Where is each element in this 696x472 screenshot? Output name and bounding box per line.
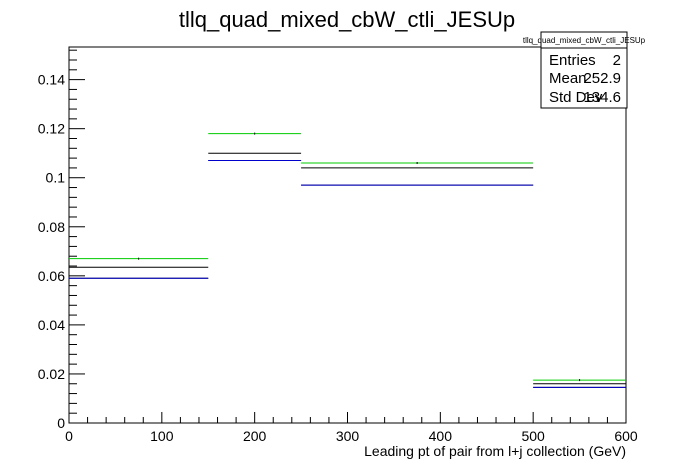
stats-entries-label: Entries (549, 52, 596, 69)
y-tick-label-7: 0.14 (38, 72, 65, 88)
x-tick-label-6: 600 (614, 428, 638, 444)
y-tick-label-4: 0.08 (38, 219, 65, 235)
x-axis-title: Leading pt of pair from l+j collection (… (364, 443, 626, 459)
stats-stddev-value: 134.6 (583, 89, 621, 106)
stats-box: tllq_quad_mixed_cbW_ctli_JESUp Entries 2… (523, 31, 646, 109)
stats-box-frame (540, 31, 628, 109)
y-tick-label-1: 0.02 (38, 366, 65, 382)
x-tick-label-2: 200 (243, 428, 267, 444)
x-tick-label-0: 0 (65, 428, 73, 444)
y-tick-label-3: 0.06 (38, 268, 65, 284)
stats-stddev-label: Std Dev (549, 89, 603, 106)
x-tick-label-4: 400 (429, 428, 453, 444)
y-tick-label-5: 0.1 (46, 170, 66, 186)
series-layer (69, 132, 626, 388)
y-tick-label-0: 0 (57, 415, 65, 431)
y-tick-label-6: 0.12 (38, 121, 65, 137)
x-tick-label-5: 500 (521, 428, 545, 444)
stats-mean-label: Mean (549, 70, 587, 87)
stats-box-title: tllq_quad_mixed_cbW_ctli_JESUp (523, 36, 646, 45)
y-axis: 0 0.02 0.04 0.06 0.08 0.1 0.12 0.14 (38, 49, 85, 431)
x-tick-label-3: 300 (336, 428, 360, 444)
x-axis: 0 100 200 300 400 500 600 (65, 412, 638, 444)
y-tick-label-2: 0.04 (38, 317, 65, 333)
stats-entries-value: 2 (613, 52, 621, 69)
chart-title: tllq_quad_mixed_cbW_ctli_JESUp (179, 7, 515, 32)
stats-mean-value: 252.9 (583, 70, 621, 87)
x-tick-label-1: 100 (150, 428, 174, 444)
